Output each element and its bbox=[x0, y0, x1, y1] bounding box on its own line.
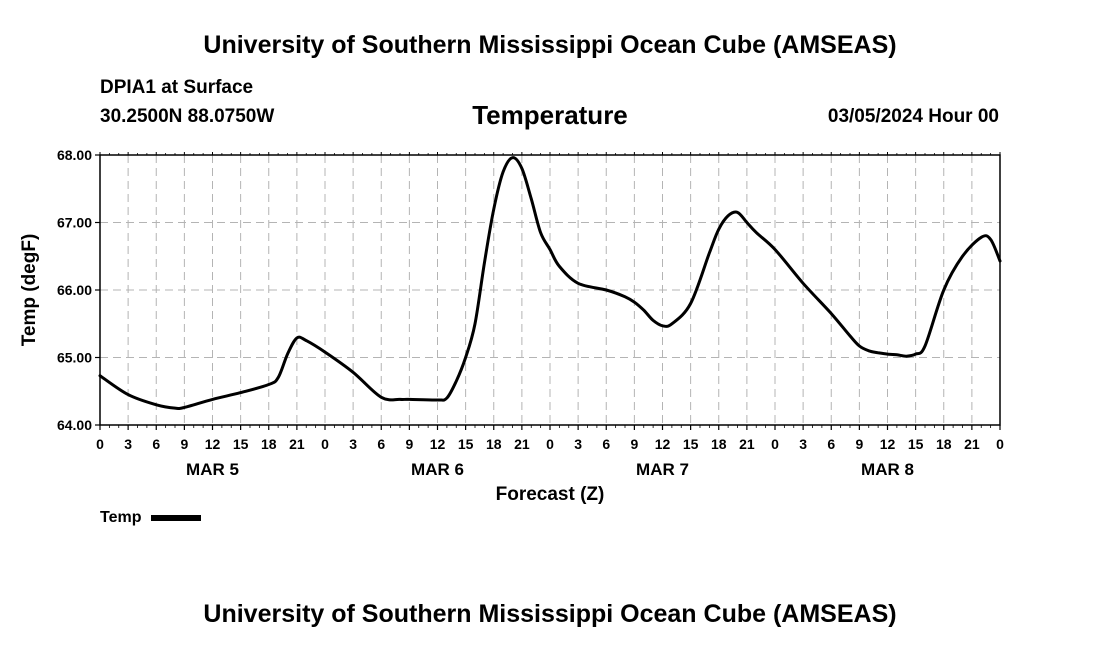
forecast-datetime: 03/05/2024 Hour 00 bbox=[827, 106, 999, 127]
y-axis-title: Temp (degF) bbox=[19, 234, 40, 347]
x-tick-label: 18 bbox=[936, 436, 952, 452]
x-tick-label: 0 bbox=[996, 436, 1004, 452]
x-tick-label: 21 bbox=[514, 436, 530, 452]
grid-lines bbox=[100, 155, 1000, 425]
x-tick-label: 9 bbox=[855, 436, 863, 452]
x-tick-label: 21 bbox=[289, 436, 305, 452]
x-tick-label: 0 bbox=[771, 436, 779, 452]
legend-line-swatch bbox=[151, 515, 202, 521]
x-tick-label: 12 bbox=[430, 436, 446, 452]
x-tick-label: 9 bbox=[630, 436, 638, 452]
x-tick-label: 12 bbox=[880, 436, 896, 452]
y-tick-label: 68.00 bbox=[57, 147, 92, 163]
day-label: MAR 7 bbox=[636, 460, 689, 479]
x-tick-label: 9 bbox=[405, 436, 413, 452]
tick-marks bbox=[95, 152, 1001, 430]
x-axis-title: Forecast (Z) bbox=[496, 484, 605, 505]
x-tick-label: 18 bbox=[711, 436, 727, 452]
coordinates-label: 30.2500N 88.0750W bbox=[100, 106, 275, 127]
x-tick-label: 21 bbox=[964, 436, 980, 452]
x-tick-label: 0 bbox=[96, 436, 104, 452]
series-layer bbox=[98, 156, 1002, 410]
x-tick-label: 9 bbox=[180, 436, 188, 452]
y-tick-label: 64.00 bbox=[57, 417, 92, 433]
x-tick-label: 12 bbox=[655, 436, 671, 452]
station-label: DPIA1 at Surface bbox=[100, 77, 254, 98]
x-tick-label: 6 bbox=[827, 436, 835, 452]
x-tick-label: 0 bbox=[321, 436, 329, 452]
variable-title: Temperature bbox=[472, 100, 628, 130]
x-tick-label: 21 bbox=[739, 436, 755, 452]
x-tick-label: 3 bbox=[799, 436, 807, 452]
legend-label-temp: Temp bbox=[100, 509, 142, 526]
x-tick-label: 15 bbox=[233, 436, 249, 452]
x-tick-label: 18 bbox=[261, 436, 277, 452]
x-tick-label: 3 bbox=[574, 436, 582, 452]
series-line-temp bbox=[98, 156, 1002, 410]
footer-title: University of Southern Mississippi Ocean… bbox=[203, 600, 897, 628]
x-tick-label: 15 bbox=[908, 436, 924, 452]
day-label: MAR 8 bbox=[861, 460, 914, 479]
x-tick-label: 15 bbox=[683, 436, 699, 452]
x-tick-label: 3 bbox=[124, 436, 132, 452]
day-label: MAR 6 bbox=[411, 460, 464, 479]
y-tick-label: 66.00 bbox=[57, 282, 92, 298]
legend: Temp bbox=[100, 509, 202, 527]
x-tick-label: 12 bbox=[205, 436, 221, 452]
x-tick-label: 18 bbox=[486, 436, 502, 452]
x-tick-label: 6 bbox=[602, 436, 610, 452]
chart-main-title: University of Southern Mississippi Ocean… bbox=[203, 31, 897, 59]
x-tick-label: 15 bbox=[458, 436, 474, 452]
x-tick-label: 0 bbox=[546, 436, 554, 452]
tick-labels: 0 3 6 9 12 15 18 21 0 3 6 9 12 15 18 21 0 3 6 9 12 15 18 21 0 3 6 9… bbox=[57, 147, 1004, 479]
y-tick-label: 67.00 bbox=[57, 215, 92, 231]
x-tick-label: 3 bbox=[349, 436, 357, 452]
x-tick-label: 6 bbox=[152, 436, 160, 452]
y-tick-label: 65.00 bbox=[57, 350, 92, 366]
day-label: MAR 5 bbox=[186, 460, 239, 479]
x-tick-label: 6 bbox=[377, 436, 385, 452]
